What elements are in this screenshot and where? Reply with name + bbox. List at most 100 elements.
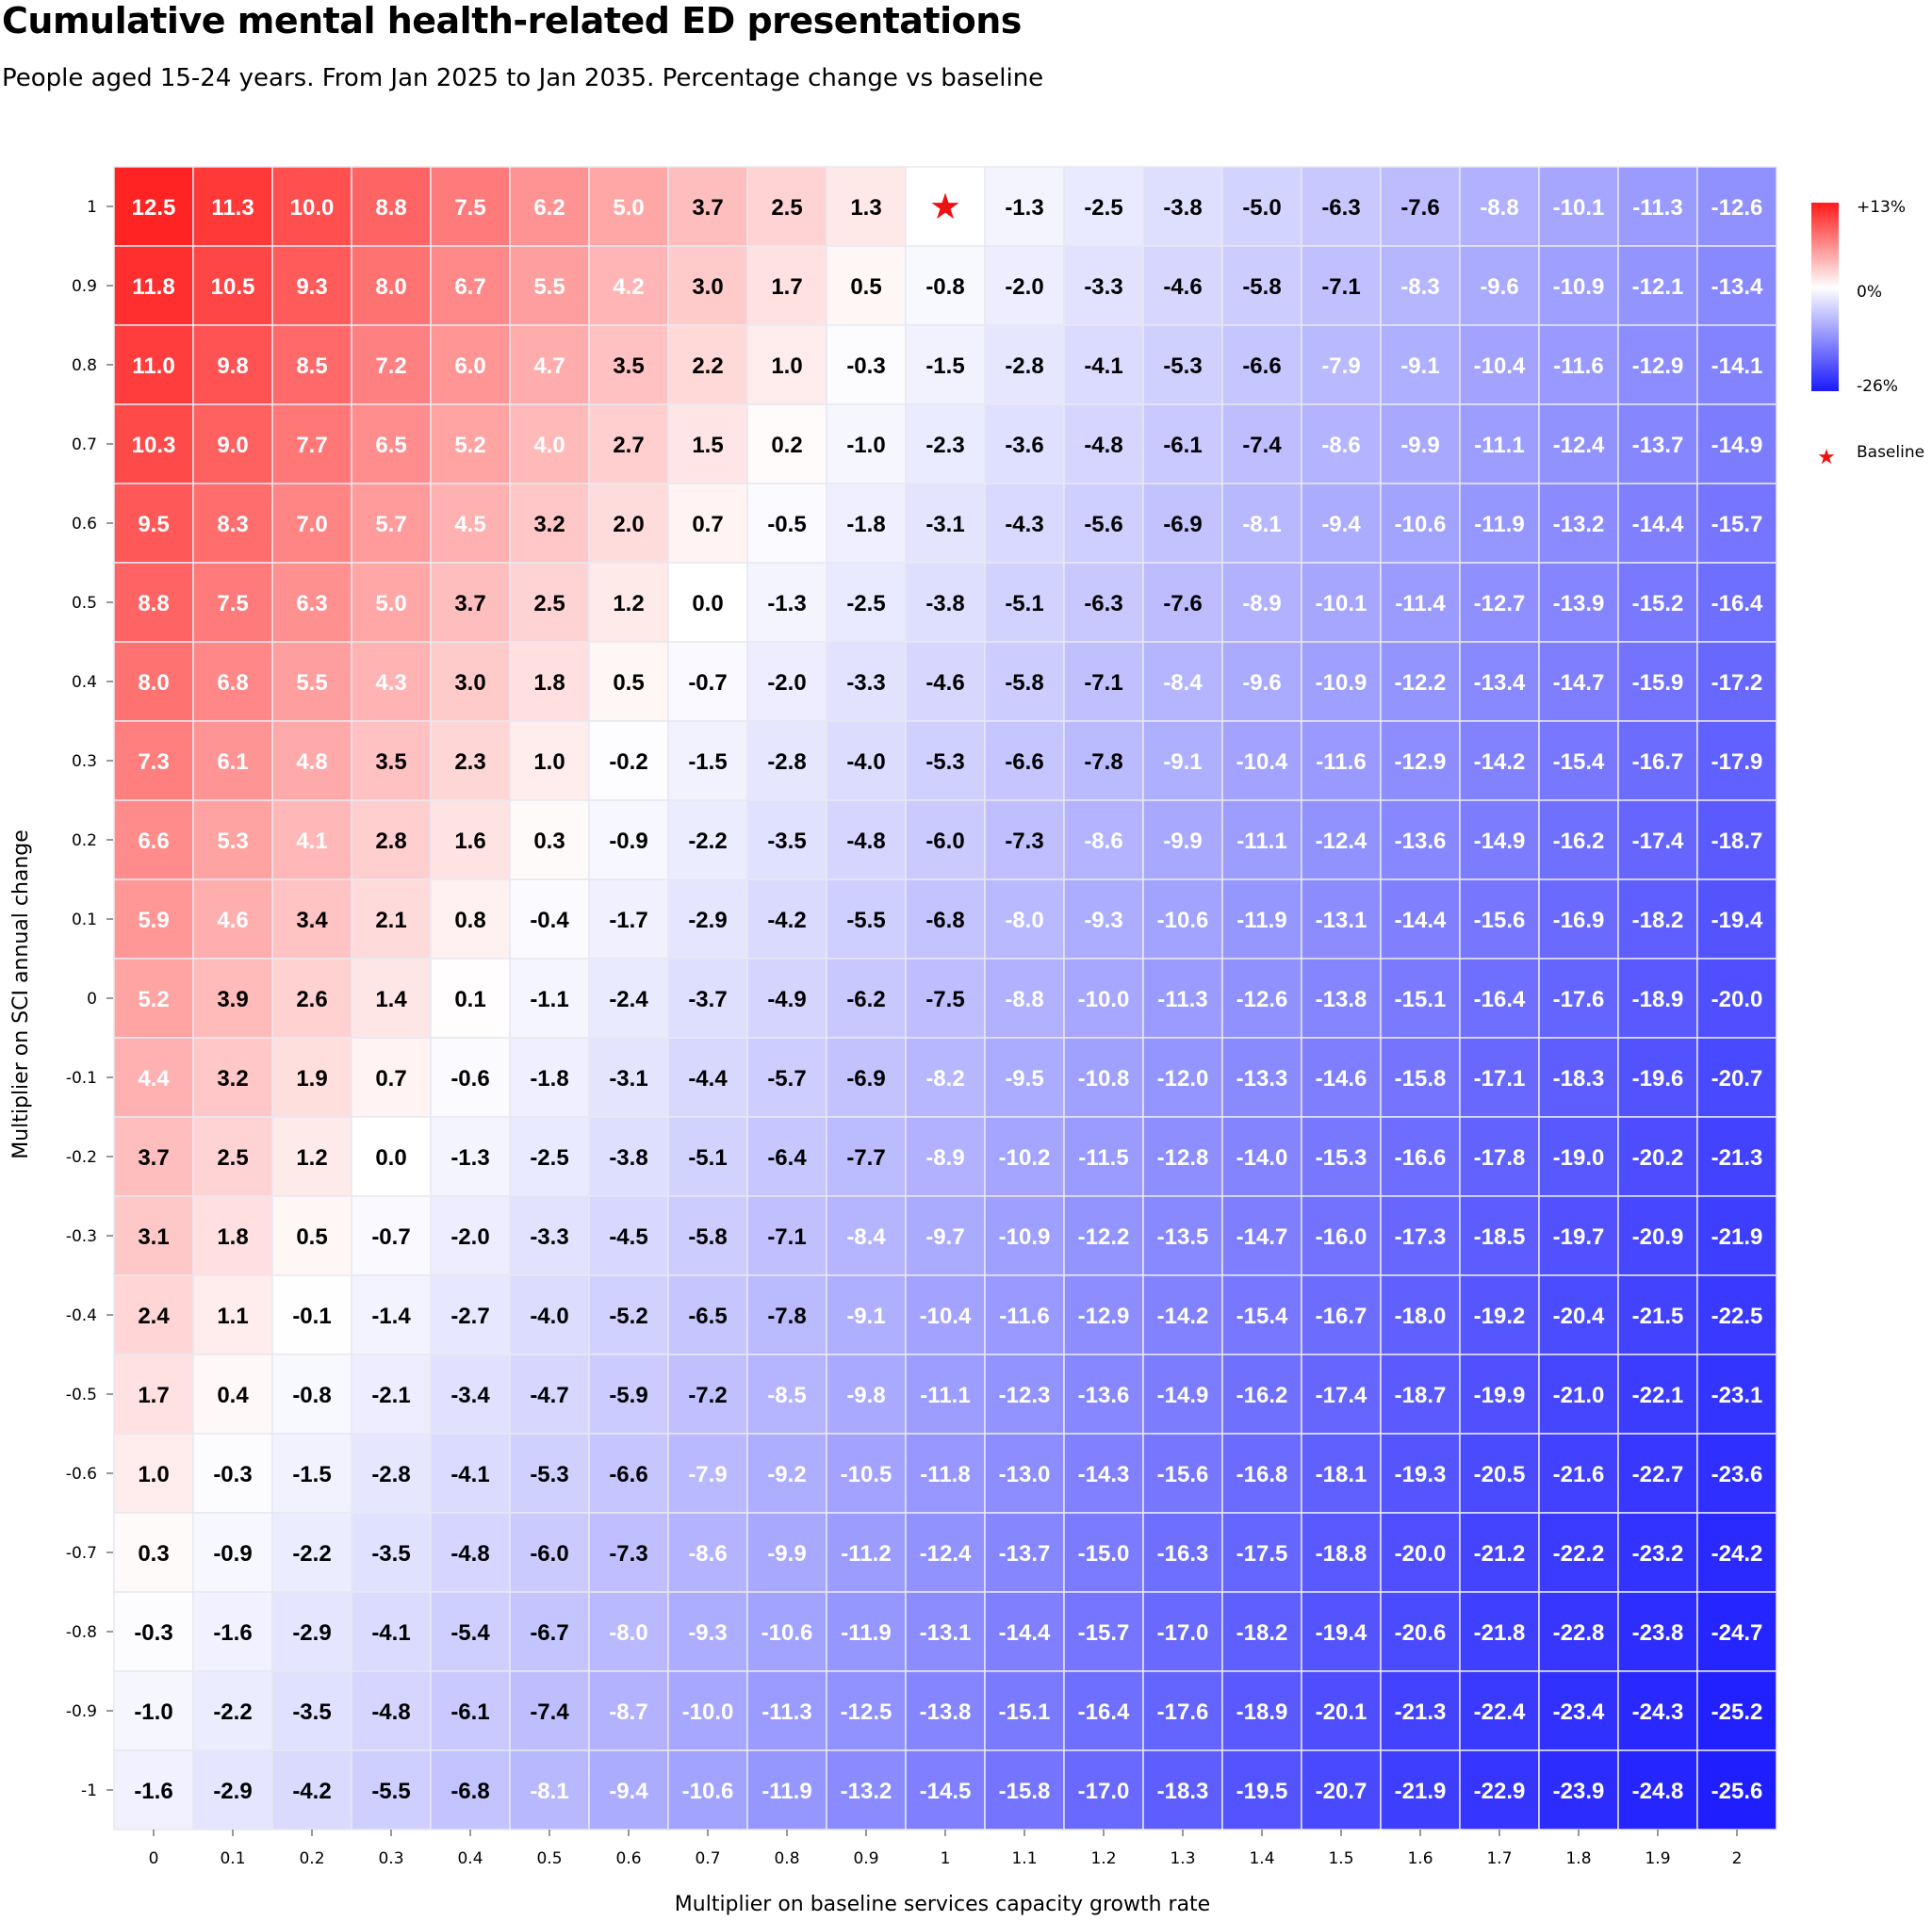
cell-value-label: -6.8 xyxy=(925,908,964,933)
cell-value-label: -13.6 xyxy=(1395,829,1447,854)
cell-value-label: -11.3 xyxy=(761,1699,811,1725)
cell-value-label: -4.2 xyxy=(767,908,806,933)
heatmap-cell xyxy=(667,562,748,643)
heatmap-cell xyxy=(826,1433,907,1514)
cell-value-label: -7.8 xyxy=(767,1304,806,1329)
heatmap-cell xyxy=(509,720,590,801)
cell-value-label: 1.2 xyxy=(296,1145,327,1171)
cell-value-label: -2.5 xyxy=(846,591,885,616)
cell-value-label: -7.6 xyxy=(1163,591,1202,616)
cell-value-label: -4.1 xyxy=(450,1462,489,1487)
heatmap-cell xyxy=(984,1512,1065,1593)
y-tick-label: 0.1 xyxy=(72,911,97,929)
cell-value-label: -12.9 xyxy=(1395,749,1447,775)
heatmap-cell xyxy=(430,166,511,247)
heatmap-cell xyxy=(113,799,194,880)
y-tick-label: 0.7 xyxy=(72,435,97,454)
heatmap-cell xyxy=(351,958,432,1039)
cell-value-label: -18.7 xyxy=(1395,1383,1447,1408)
cell-value-label: -21.6 xyxy=(1553,1462,1605,1487)
heatmap-cell xyxy=(113,720,194,801)
cell-value-label: -9.9 xyxy=(767,1541,806,1567)
heatmap-cell xyxy=(1696,1749,1777,1831)
cell-value-label: -1.5 xyxy=(925,353,964,379)
cell-value-label: -6.3 xyxy=(1321,195,1360,221)
cell-value-label: -3.8 xyxy=(1163,195,1202,221)
heatmap-cell xyxy=(588,324,669,405)
cell-value-label: -18.2 xyxy=(1236,1620,1288,1646)
heatmap-cell xyxy=(271,403,352,484)
y-axis: 1 0.9 0.8 0.7 0.6 0.5 0.4 0.3 0.2 0.1 0 -0.1 -0.2 -0.… xyxy=(66,198,113,1800)
cell-value-label: -4.8 xyxy=(846,829,885,854)
cell-value-label: -15.8 xyxy=(999,1779,1051,1804)
heatmap-cell xyxy=(588,1354,669,1435)
heatmap-cell xyxy=(1696,1037,1777,1118)
heatmap-cell xyxy=(984,245,1065,326)
cell-value-label: 4.7 xyxy=(533,353,565,379)
cell-value-label: -4.7 xyxy=(530,1383,568,1408)
cell-value-label: -18.1 xyxy=(1316,1462,1367,1487)
heatmap-cell xyxy=(509,1274,590,1355)
cell-value-label: -12.7 xyxy=(1474,591,1526,616)
heatmap-cell xyxy=(1617,1116,1698,1197)
cell-value-label: 10.5 xyxy=(211,274,255,300)
cell-value-label: -23.8 xyxy=(1632,1620,1684,1646)
y-tick-label: 0.2 xyxy=(72,831,97,850)
cell-value-label: 0.3 xyxy=(533,829,565,854)
cell-value-label: 5.7 xyxy=(375,512,406,537)
heatmap-cell xyxy=(1301,1037,1382,1118)
heatmap-cell xyxy=(351,1037,432,1118)
x-tick-label: 0.1 xyxy=(220,1849,245,1868)
cell-value-label: -3.1 xyxy=(925,512,964,537)
cell-value-label: -4.5 xyxy=(609,1224,647,1250)
heatmap-cell xyxy=(826,324,907,405)
heatmap-cell xyxy=(905,245,986,326)
heatmap-cell xyxy=(1538,720,1619,801)
cell-value-label: -5.9 xyxy=(609,1383,647,1408)
y-tick-label: 0.6 xyxy=(72,515,97,534)
cell-value-label: 12.5 xyxy=(132,195,176,221)
heatmap-cell xyxy=(1617,245,1698,326)
x-axis-label: Multiplier on baseline services capacity… xyxy=(675,1893,1210,1916)
heatmap-cell xyxy=(984,1749,1065,1831)
cell-value-label: -1.4 xyxy=(371,1304,411,1329)
cell-value-label: -1.8 xyxy=(846,512,885,537)
cell-value-label: -19.0 xyxy=(1553,1145,1605,1171)
cell-value-label: -3.1 xyxy=(609,1066,647,1092)
heatmap-cell xyxy=(746,1037,827,1118)
cell-value-label: -15.2 xyxy=(1632,591,1684,616)
x-axis: 0 0.1 0.2 0.3 0.4 0.5 0.6 0.7 0.8 0.9 1 1.1 1.2 1.3 1.… xyxy=(149,1830,1742,1868)
cell-value-label: 8.8 xyxy=(375,195,406,221)
y-tick-label: 0.5 xyxy=(72,594,97,613)
cell-value-label: -12.5 xyxy=(841,1699,892,1725)
heatmap-cell xyxy=(746,1670,827,1751)
y-tick-label: -0.4 xyxy=(66,1306,97,1325)
cell-value-label: 3.5 xyxy=(613,353,644,379)
heatmap-cell xyxy=(1538,1670,1619,1751)
cell-value-label: -12.8 xyxy=(1157,1145,1209,1171)
cell-value-label: 5.5 xyxy=(533,274,565,300)
cell-value-label: -0.2 xyxy=(609,749,647,775)
cell-value-label: -12.2 xyxy=(1395,670,1447,696)
heatmap-cell xyxy=(1301,1591,1382,1672)
heatmap-cell xyxy=(1221,1512,1302,1593)
cell-value-label: 2.6 xyxy=(296,987,327,1012)
cell-value-label: -12.0 xyxy=(1157,1066,1209,1092)
heatmap-cell xyxy=(1617,1591,1698,1672)
cell-value-label: -10.4 xyxy=(1474,353,1526,379)
cell-value-label: 6.2 xyxy=(533,195,565,221)
heatmap-cell xyxy=(1380,1116,1461,1197)
cell-value-label: -6.9 xyxy=(846,1066,885,1092)
cell-value-label: -2.9 xyxy=(688,908,727,933)
heatmap-cell xyxy=(509,1749,590,1831)
heatmap-cell xyxy=(1696,403,1777,484)
cell-value-label: -0.9 xyxy=(609,829,647,854)
heatmap-cell xyxy=(826,483,907,564)
cell-value-label: -7.4 xyxy=(1242,433,1282,458)
cell-value-label: 8.3 xyxy=(217,512,248,537)
cell-value-label: 1.7 xyxy=(771,274,802,300)
legend-mid-label: 0% xyxy=(1857,283,1882,302)
cell-value-label: -9.2 xyxy=(767,1462,806,1487)
heatmap-cell xyxy=(1063,1037,1144,1118)
heatmap-cell xyxy=(192,245,273,326)
